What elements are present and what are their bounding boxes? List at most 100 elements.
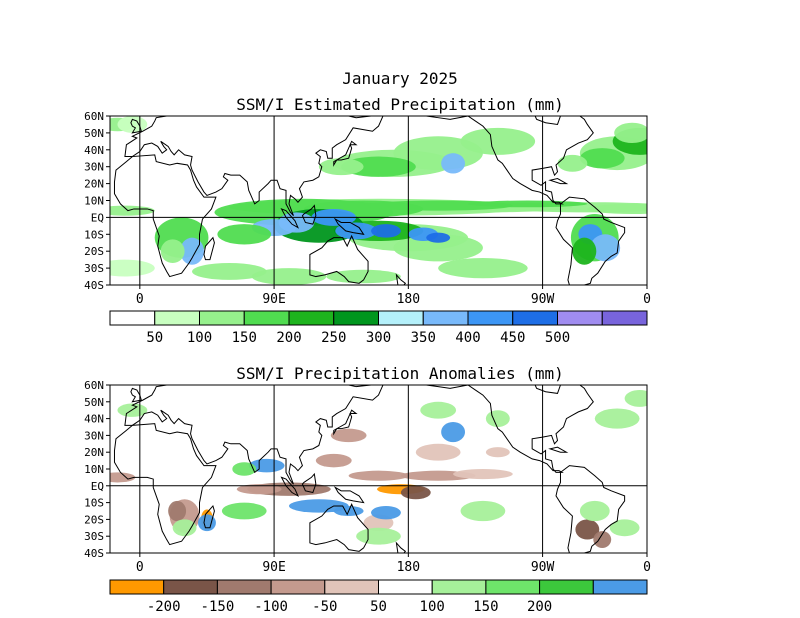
colorbar-label: 50 <box>146 330 163 346</box>
colorbar-swatch <box>557 310 603 326</box>
data-region <box>468 200 588 208</box>
colorbar-label: 200 <box>276 330 301 346</box>
data-region <box>441 421 466 443</box>
coastline-australia <box>309 503 369 552</box>
lon-tick-label: 180 <box>397 292 420 307</box>
data-region <box>420 401 457 419</box>
data-region <box>609 519 640 537</box>
colorbar-swatch <box>485 579 541 595</box>
colorbar-label: 100 <box>187 330 212 346</box>
lat-tick-label: 60N <box>84 379 104 392</box>
colorbar-label: 150 <box>232 330 257 346</box>
colorbar-label: 50 <box>370 599 387 615</box>
data-region <box>110 205 155 216</box>
data-region <box>485 410 510 427</box>
data-region <box>192 263 267 280</box>
coastline-nz <box>395 541 407 553</box>
data-region <box>356 527 401 545</box>
top-map-title: SSM/I Estimated Precipitation (mm) <box>236 95 564 114</box>
colorbar-swatch <box>288 310 335 326</box>
data-region <box>441 153 466 174</box>
colorbar-swatch <box>333 310 379 326</box>
lat-tick-label: 30N <box>84 161 104 174</box>
coastline-madagascar <box>203 504 215 529</box>
lat-tick-label: 40N <box>84 413 104 426</box>
data-region <box>318 158 364 176</box>
data-region <box>110 259 155 277</box>
colorbar-label: 250 <box>321 330 346 346</box>
colorbar-label: -150 <box>201 599 235 615</box>
lat-tick-label: 50N <box>84 396 104 409</box>
data-region <box>198 514 216 532</box>
lat-tick-label: EQ <box>91 480 104 493</box>
data-region <box>217 224 272 245</box>
colorbar-swatch <box>270 579 326 595</box>
coastline-namerica <box>426 116 594 205</box>
data-region <box>590 234 621 262</box>
colorbar-swatch <box>199 310 245 326</box>
bottom-map-title: SSM/I Precipitation Anomalies (mm) <box>236 364 564 383</box>
colorbar-label: 350 <box>411 330 436 346</box>
colorbar-label: 200 <box>527 599 552 615</box>
colorbar-swatch <box>422 310 469 326</box>
coastline-newguinea <box>333 486 365 504</box>
lon-tick-label: 90W <box>531 292 555 307</box>
colorbar-label: -50 <box>312 599 337 615</box>
coastline-australia <box>309 234 369 284</box>
colorbar-swatch <box>109 579 165 595</box>
coastline-africa <box>113 423 217 546</box>
lat-tick-label: 10N <box>84 195 104 208</box>
lat-tick-label: 30S <box>84 530 104 543</box>
colorbar-swatch <box>431 579 487 595</box>
data-region <box>248 458 285 473</box>
data-region <box>438 257 528 279</box>
lat-tick-label: 10S <box>84 228 104 241</box>
colorbar-swatch <box>467 310 514 326</box>
map-precip: 60N 50N 40N 30N 20N 10N EQ 10S 20S 30S 40S 0 90E 180 9… <box>84 110 651 307</box>
data-region <box>221 502 267 520</box>
coastline-cuba <box>548 446 569 453</box>
data-region <box>579 148 625 169</box>
coastline-japan <box>333 140 358 167</box>
lat-tick-label: 30N <box>84 429 104 442</box>
data-region <box>117 116 148 133</box>
coastline-madagascar <box>203 236 215 261</box>
lon-tick-label: 90W <box>531 560 555 575</box>
colorbar-swatch <box>154 310 200 326</box>
coastline-newguinea <box>333 217 365 235</box>
data-region <box>453 469 513 480</box>
data-region <box>557 154 588 172</box>
lon-tick-label: 90E <box>262 292 285 307</box>
data-region <box>415 443 461 461</box>
coastline-japan <box>333 409 358 436</box>
date-title: January 2025 <box>342 69 458 88</box>
colorbar-swatch <box>378 579 433 595</box>
data-region <box>400 485 431 500</box>
coastline-greenland <box>601 385 614 386</box>
data-region <box>371 224 401 238</box>
lat-tick-label: 40S <box>84 279 104 292</box>
data-region <box>587 203 647 215</box>
colorbar-swatch <box>109 310 156 326</box>
data-region <box>180 237 204 265</box>
lat-tick-label: 10S <box>84 497 104 510</box>
data-region <box>289 499 349 513</box>
colorbar-swatch <box>216 579 272 595</box>
lat-tick-label: 20N <box>84 178 104 191</box>
map-anomaly: 60N 50N 40N 30N 20N 10N EQ 10S 20S 30S 40S 0 90E 180 9… <box>84 379 651 575</box>
data-region <box>371 505 401 520</box>
data-region <box>315 453 352 468</box>
colorbar-label: 150 <box>473 599 498 615</box>
coastline-samerica <box>555 465 626 553</box>
data-region <box>485 447 510 458</box>
lon-tick-label: 180 <box>397 560 420 575</box>
data-region <box>232 462 257 476</box>
colorbar-swatch <box>163 579 218 595</box>
colorbar-label: -200 <box>147 599 181 615</box>
lon-tick-label: 0 <box>136 292 144 307</box>
colorbar-swatch <box>592 579 648 595</box>
data-region <box>160 239 185 264</box>
coastline-nz <box>395 273 407 285</box>
colorbar-swatch <box>601 310 648 326</box>
